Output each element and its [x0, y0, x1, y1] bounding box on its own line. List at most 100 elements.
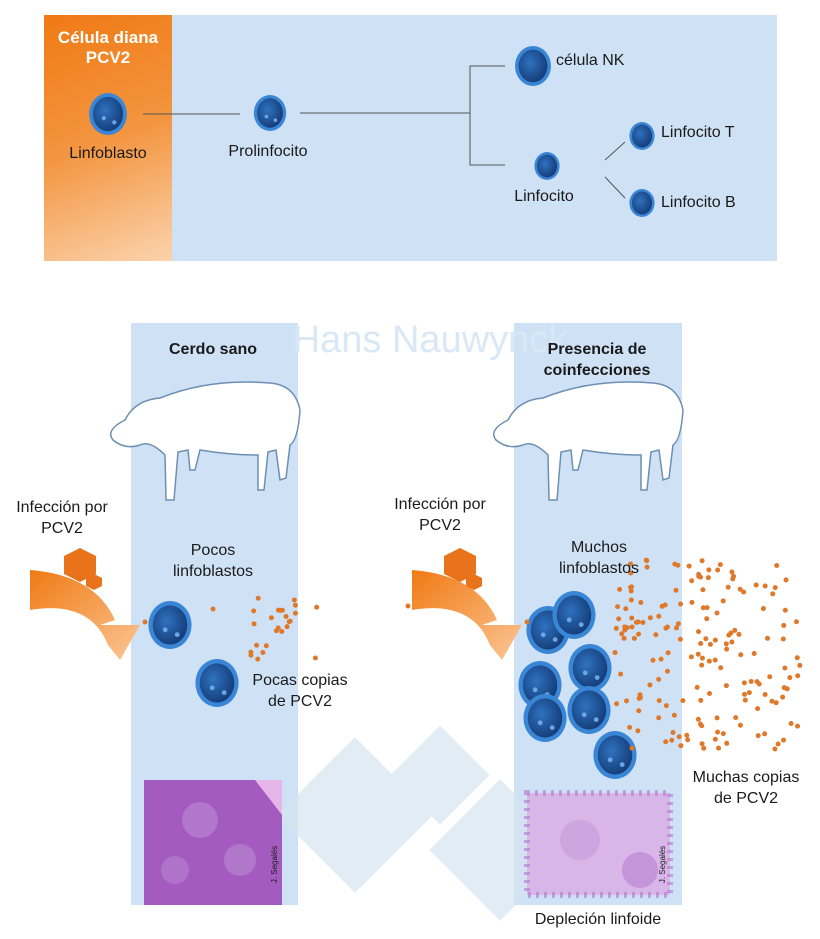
- virus-particle: [688, 654, 694, 660]
- virus-particle: [314, 604, 320, 610]
- coinfection-title: Presencia de coinfecciones: [544, 339, 651, 381]
- virus-particle: [695, 716, 701, 722]
- virus-particle: [698, 640, 704, 646]
- virus-particle: [715, 567, 721, 573]
- virus-particle: [780, 694, 786, 700]
- infection-line2: PCV2: [419, 517, 461, 534]
- lymphoblast-cell: [148, 601, 192, 649]
- virus-particle: [656, 698, 662, 704]
- copies-line2: de PCV2: [713, 790, 779, 807]
- lymphoblast-cell: [567, 686, 611, 734]
- healthy-infection-label: Infección por PCV2: [16, 497, 108, 539]
- virus-particle: [612, 650, 618, 656]
- virus-particle: [712, 736, 718, 742]
- b-lymphocyte-cell: [629, 189, 655, 217]
- virus-particle: [699, 662, 705, 668]
- virus-particle: [680, 698, 686, 704]
- virus-particle: [712, 657, 718, 663]
- lymphoblast-cell: [593, 731, 637, 779]
- virus-particle: [689, 578, 695, 584]
- virus-particle: [764, 635, 770, 641]
- copies-line1: Muchas copias: [692, 769, 800, 786]
- virus-particle: [671, 712, 677, 718]
- virus-particle: [696, 573, 702, 579]
- virus-particle: [714, 610, 720, 616]
- virus-particle: [733, 715, 739, 721]
- coinfection-credit: J. Segalés: [658, 845, 668, 884]
- virus-particle: [644, 564, 650, 570]
- virus-particle: [677, 636, 683, 642]
- virus-particle: [312, 655, 318, 661]
- virus-particle: [251, 608, 257, 614]
- virus-particle: [653, 632, 659, 638]
- virus-particle: [636, 708, 642, 714]
- virus-particle: [619, 631, 625, 637]
- virus-particle: [670, 729, 676, 735]
- virus-particle: [781, 737, 787, 743]
- virus-particle: [627, 724, 633, 730]
- virus-particle: [782, 665, 788, 671]
- virus-particle: [684, 732, 690, 738]
- lineage-connectors: [143, 65, 626, 199]
- pig-icon: [110, 381, 301, 501]
- virus-particle: [255, 595, 261, 601]
- virus-particle: [697, 721, 703, 727]
- virus-particle: [260, 649, 266, 655]
- virus-particle: [707, 691, 713, 697]
- virus-particle: [629, 624, 635, 630]
- virus-particle: [707, 641, 713, 647]
- infection-line2: PCV2: [41, 520, 83, 537]
- virus-particle: [728, 630, 734, 636]
- virus-particle: [699, 655, 705, 661]
- lymphoblast-label: Linfoblasto: [69, 145, 147, 162]
- virus-particle: [284, 624, 290, 630]
- virus-particle: [741, 589, 747, 595]
- lymphocyte-cell: [534, 152, 560, 180]
- virus-particle: [292, 610, 298, 616]
- many-copies-label: Muchas copias de PCV2: [693, 767, 800, 809]
- virus-particle: [268, 615, 274, 621]
- virus-particle: [720, 598, 726, 604]
- virus-particle: [638, 600, 644, 606]
- virus-particle: [640, 620, 646, 626]
- title-line1: Presencia de: [547, 341, 647, 358]
- healthy-credit: J. Segalés: [270, 845, 280, 884]
- virus-particle: [704, 605, 710, 611]
- virus-particle: [723, 683, 729, 689]
- virus-particle: [664, 624, 670, 630]
- virus-particle: [793, 619, 799, 625]
- virus-particle: [656, 676, 662, 682]
- virus-particle: [689, 599, 695, 605]
- virus-particle: [637, 692, 643, 698]
- title-line2: coinfecciones: [543, 362, 651, 379]
- virus-particle: [292, 602, 298, 608]
- virus-particle: [755, 706, 761, 712]
- virus-particle: [772, 746, 778, 752]
- virus-particle: [737, 722, 743, 728]
- infection-line1: Infección por: [394, 496, 486, 513]
- virus-particle: [788, 720, 794, 726]
- virus-particle: [629, 615, 635, 621]
- virus-particle: [767, 674, 773, 680]
- virus-particle: [678, 743, 684, 749]
- virus-particle: [636, 631, 642, 637]
- virus-particle: [628, 597, 634, 603]
- virus-particle: [405, 603, 411, 609]
- virus-particle: [775, 741, 781, 747]
- virus-particle: [659, 603, 665, 609]
- copies-line1: Pocas copias: [252, 672, 348, 689]
- virus-particle: [673, 587, 679, 593]
- prolymphocyte-label: Prolinfocito: [228, 143, 308, 160]
- virus-particle: [729, 639, 735, 645]
- virus-particle: [617, 586, 623, 592]
- virus-particle: [706, 658, 712, 664]
- virus-particle: [769, 698, 775, 704]
- virus-particle: [277, 607, 283, 613]
- virus-particle: [695, 651, 701, 657]
- watermark-text: Hans Nauwynck: [293, 319, 569, 361]
- target-header: Célula diana PCV2: [58, 28, 158, 68]
- virus-particle: [635, 728, 641, 734]
- virus-particle: [762, 731, 768, 737]
- virus-particle: [291, 597, 297, 603]
